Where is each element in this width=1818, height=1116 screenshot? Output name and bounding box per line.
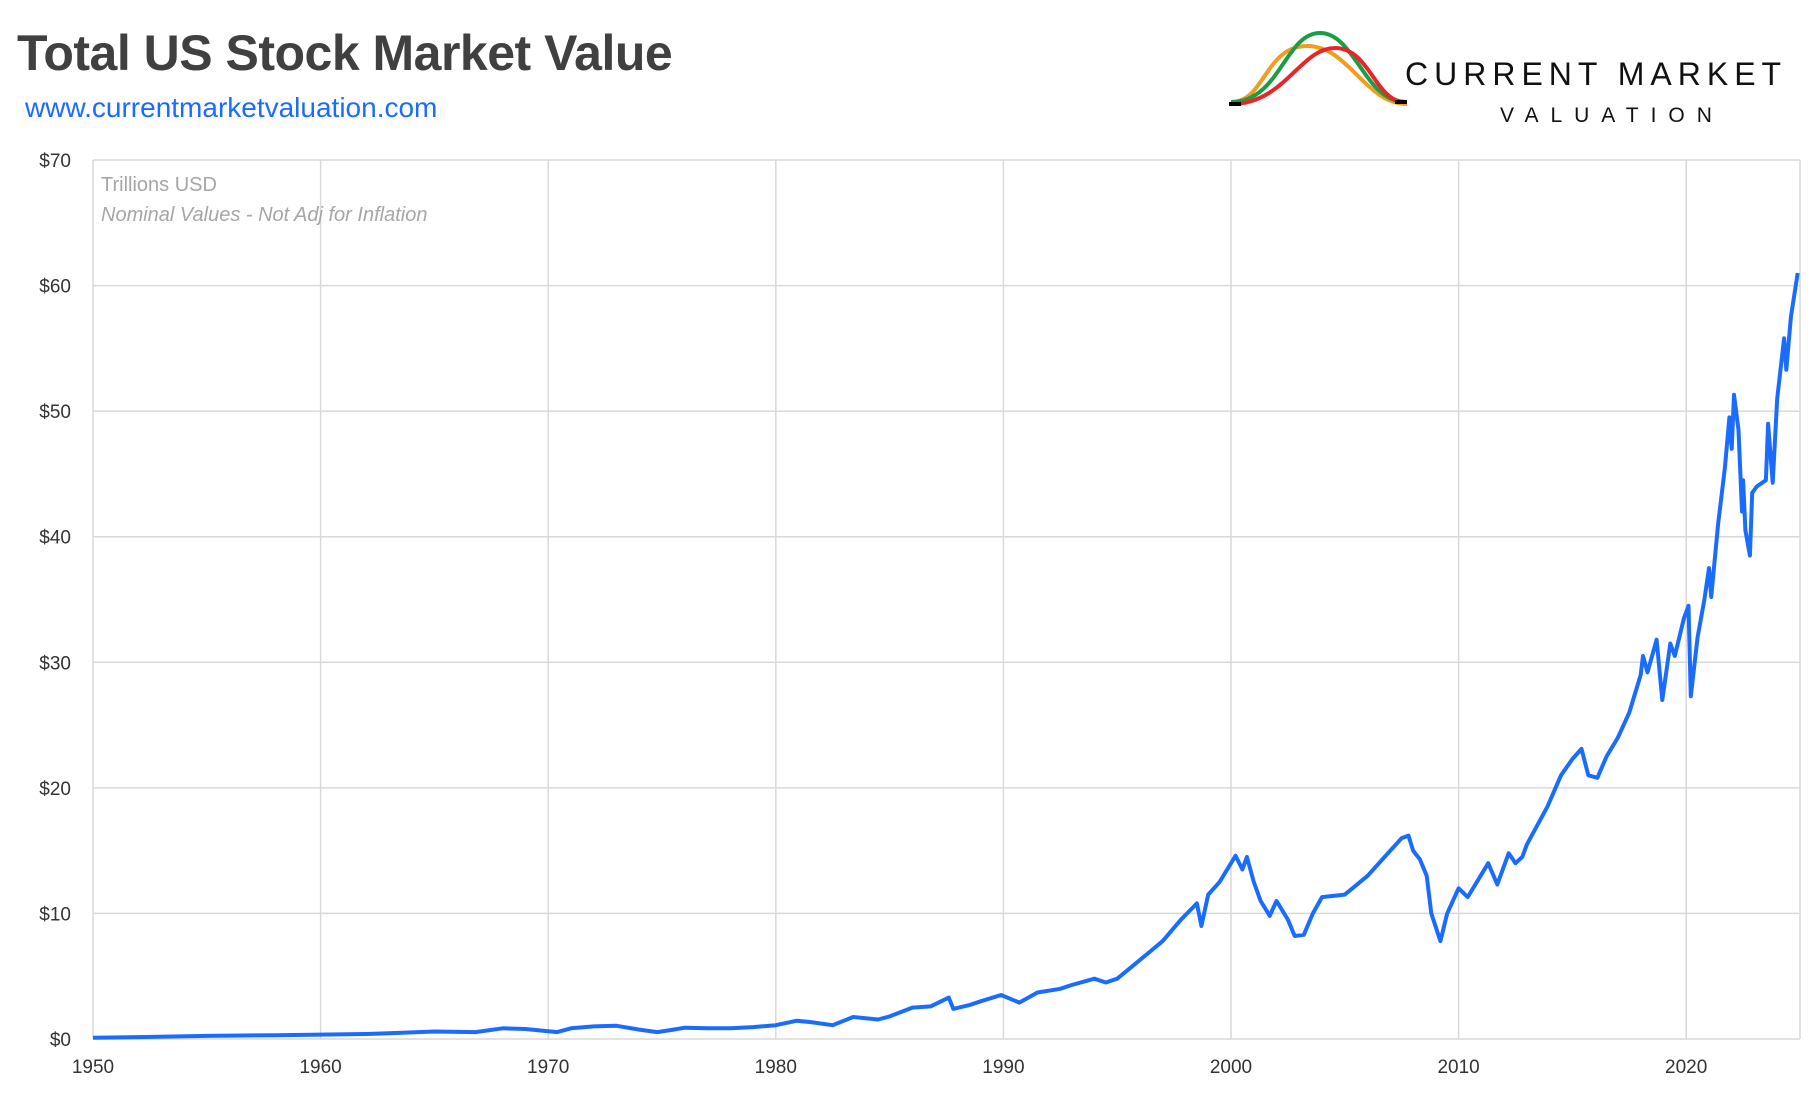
y-tick-label: $0 (50, 1030, 71, 1051)
tick-labels: $0 $10 $20 $30 $40 $50 $60 $70 1950 1960 1970 1980 1… (39, 151, 1707, 1078)
logo-text-line1: CURRENT MARKET (1405, 56, 1788, 92)
x-tick-label: 1950 (72, 1057, 114, 1078)
x-tick-label: 2020 (1665, 1057, 1707, 1078)
y-tick-label: $10 (39, 904, 71, 925)
y-tick-label: $50 (39, 402, 71, 423)
logo-text-line2: VALUATION (1500, 104, 1724, 127)
logo-bell-curves-icon (1229, 30, 1408, 106)
chart-title: Total US Stock Market Value (17, 25, 673, 81)
units-annotation: Trillions USD (101, 174, 217, 196)
x-tick-label: 1980 (755, 1057, 797, 1078)
y-tick-label: $70 (39, 151, 71, 172)
grid (92, 159, 1801, 1040)
x-tick-label: 1990 (982, 1057, 1024, 1078)
website-link[interactable]: www.currentmarketvaluation.com (25, 92, 438, 123)
y-tick-label: $20 (39, 779, 71, 800)
x-tick-label: 2010 (1437, 1057, 1479, 1078)
y-tick-label: $60 (39, 277, 71, 298)
series-line-market-value (92, 272, 1800, 1040)
x-tick-label: 2000 (1210, 1057, 1252, 1078)
x-tick-label: 1970 (527, 1057, 569, 1078)
y-tick-label: $40 (39, 528, 71, 549)
inflation-annotation: Nominal Values - Not Adj for Inflation (101, 204, 427, 226)
x-tick-label: 1960 (299, 1057, 341, 1078)
y-tick-label: $30 (39, 653, 71, 674)
